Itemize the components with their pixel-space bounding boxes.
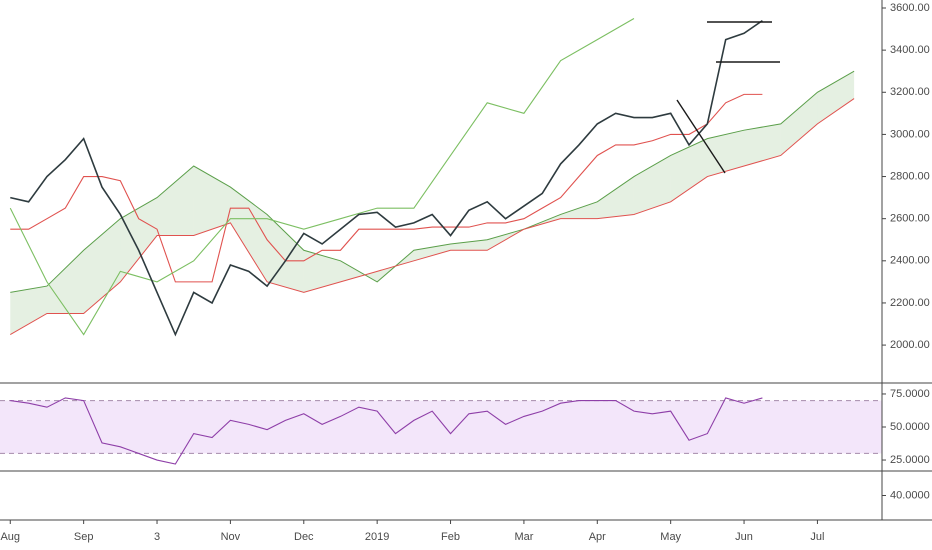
y-tick-label: 2200.00 <box>890 297 930 309</box>
series-line <box>9 18 635 336</box>
cloud-fill <box>230 187 268 282</box>
cloud-fill <box>303 250 341 293</box>
x-tick-label: Jul <box>810 531 824 543</box>
cloud-fill <box>157 166 194 236</box>
x-tick-label: Dec <box>294 531 314 543</box>
cloud-fill <box>633 155 671 215</box>
drawings <box>676 21 780 174</box>
series-line <box>10 397 763 465</box>
trend-line <box>676 99 726 174</box>
y-tick-label: 40.0000 <box>890 489 930 501</box>
cloud-fill <box>413 243 451 261</box>
series-line <box>10 93 763 283</box>
cloud-fill <box>744 123 781 167</box>
y-tick-label: 25.0000 <box>890 454 930 466</box>
x-tick-label: Aug <box>0 531 20 543</box>
cloud-fill <box>670 138 708 202</box>
cloud-fill <box>780 92 818 156</box>
x-tick-label: Jun <box>735 531 753 543</box>
x-tick-label: Feb <box>441 531 460 543</box>
rsi-band <box>0 400 882 454</box>
x-tick-label: 3 <box>154 531 160 543</box>
x-tick-label: May <box>660 531 681 543</box>
cloud-line <box>10 70 855 293</box>
cloud-fill <box>193 166 231 236</box>
y-tick-label: 2000.00 <box>890 339 930 351</box>
cloud-fill <box>120 197 158 282</box>
y-tick-label: 3200.00 <box>890 86 930 98</box>
y-tick-label: 3000.00 <box>890 128 930 140</box>
cloud-fill <box>560 201 598 219</box>
y-tick-label: 75.0000 <box>890 388 930 400</box>
cloud-fill <box>46 250 84 314</box>
x-tick-label: Mar <box>514 531 533 543</box>
cloud-fill <box>450 239 488 251</box>
y-tick-label: 3400.00 <box>890 44 930 56</box>
y-tick-label: 50.0000 <box>890 421 930 433</box>
y-tick-label: 2800.00 <box>890 170 930 182</box>
cloud-line <box>10 98 855 335</box>
x-tick-label: Nov <box>221 531 241 543</box>
series-line <box>10 19 763 337</box>
cloud-fill <box>597 176 634 219</box>
y-tick-label: 3600.00 <box>890 2 930 14</box>
cloud-fill <box>817 71 855 124</box>
cloud-fill <box>10 286 47 335</box>
x-tick-label: Sep <box>74 531 94 543</box>
cloud-fill <box>707 130 745 177</box>
y-tick-label: 2400.00 <box>890 255 930 267</box>
x-tick-label: 2019 <box>365 531 389 543</box>
x-tick-label: Apr <box>589 531 606 543</box>
y-tick-label: 2600.00 <box>890 213 930 225</box>
